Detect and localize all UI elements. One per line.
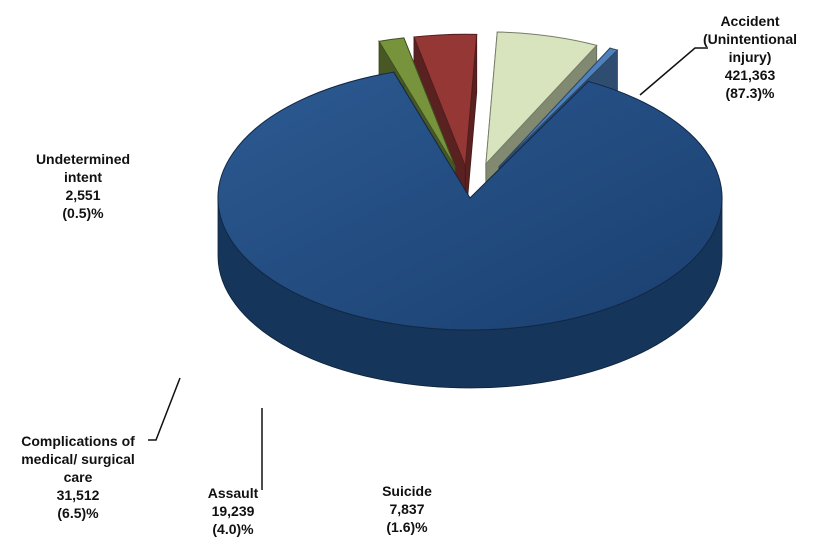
data-label-line: Suicide <box>382 483 432 499</box>
leader-accident <box>639 47 708 96</box>
slice-complications <box>485 31 598 166</box>
data-label-line: (4.0)% <box>212 521 254 537</box>
data-label-line: (1.6)% <box>386 519 428 535</box>
leader-complications <box>148 377 181 441</box>
data-label-line: intent <box>63 169 103 185</box>
data-label-line: 19,239 <box>211 503 255 519</box>
data-label-line: 2,551 <box>65 187 101 203</box>
data-label-undetermined: Undetermined intent 2,551 (0.5)% <box>18 150 148 222</box>
data-label-line: 421,363 <box>724 67 776 83</box>
data-label-line: (6.5)% <box>57 505 99 521</box>
data-label-accident: Accident (Unintentional injury) 421,363 (87.… <box>690 12 810 102</box>
data-label-line: care <box>63 469 93 485</box>
data-label-line: (0.5)% <box>62 205 104 221</box>
slice-accident <box>217 71 723 331</box>
data-label-assault: Assault 19,239 (4.0)% <box>188 484 278 538</box>
data-label-line: (Unintentional <box>702 31 798 47</box>
data-label-line: 7,837 <box>389 501 425 517</box>
slice-undetermined <box>498 47 619 168</box>
data-label-line: injury) <box>728 49 772 65</box>
slice-suicide <box>378 37 456 168</box>
data-label-line: (87.3)% <box>725 85 775 101</box>
data-label-complications: Complications of medical/ surgical care 31,… <box>4 432 152 522</box>
data-label-line: medical/ surgical <box>21 451 135 467</box>
data-label-line: Accident <box>720 13 780 29</box>
data-label-line: Assault <box>207 485 259 501</box>
data-label-line: 31,512 <box>56 487 100 503</box>
data-label-suicide: Suicide 7,837 (1.6)% <box>362 482 452 536</box>
data-label-line: Undetermined <box>35 151 131 167</box>
data-label-line: Complications of <box>21 433 135 449</box>
slice-assault <box>413 33 478 167</box>
